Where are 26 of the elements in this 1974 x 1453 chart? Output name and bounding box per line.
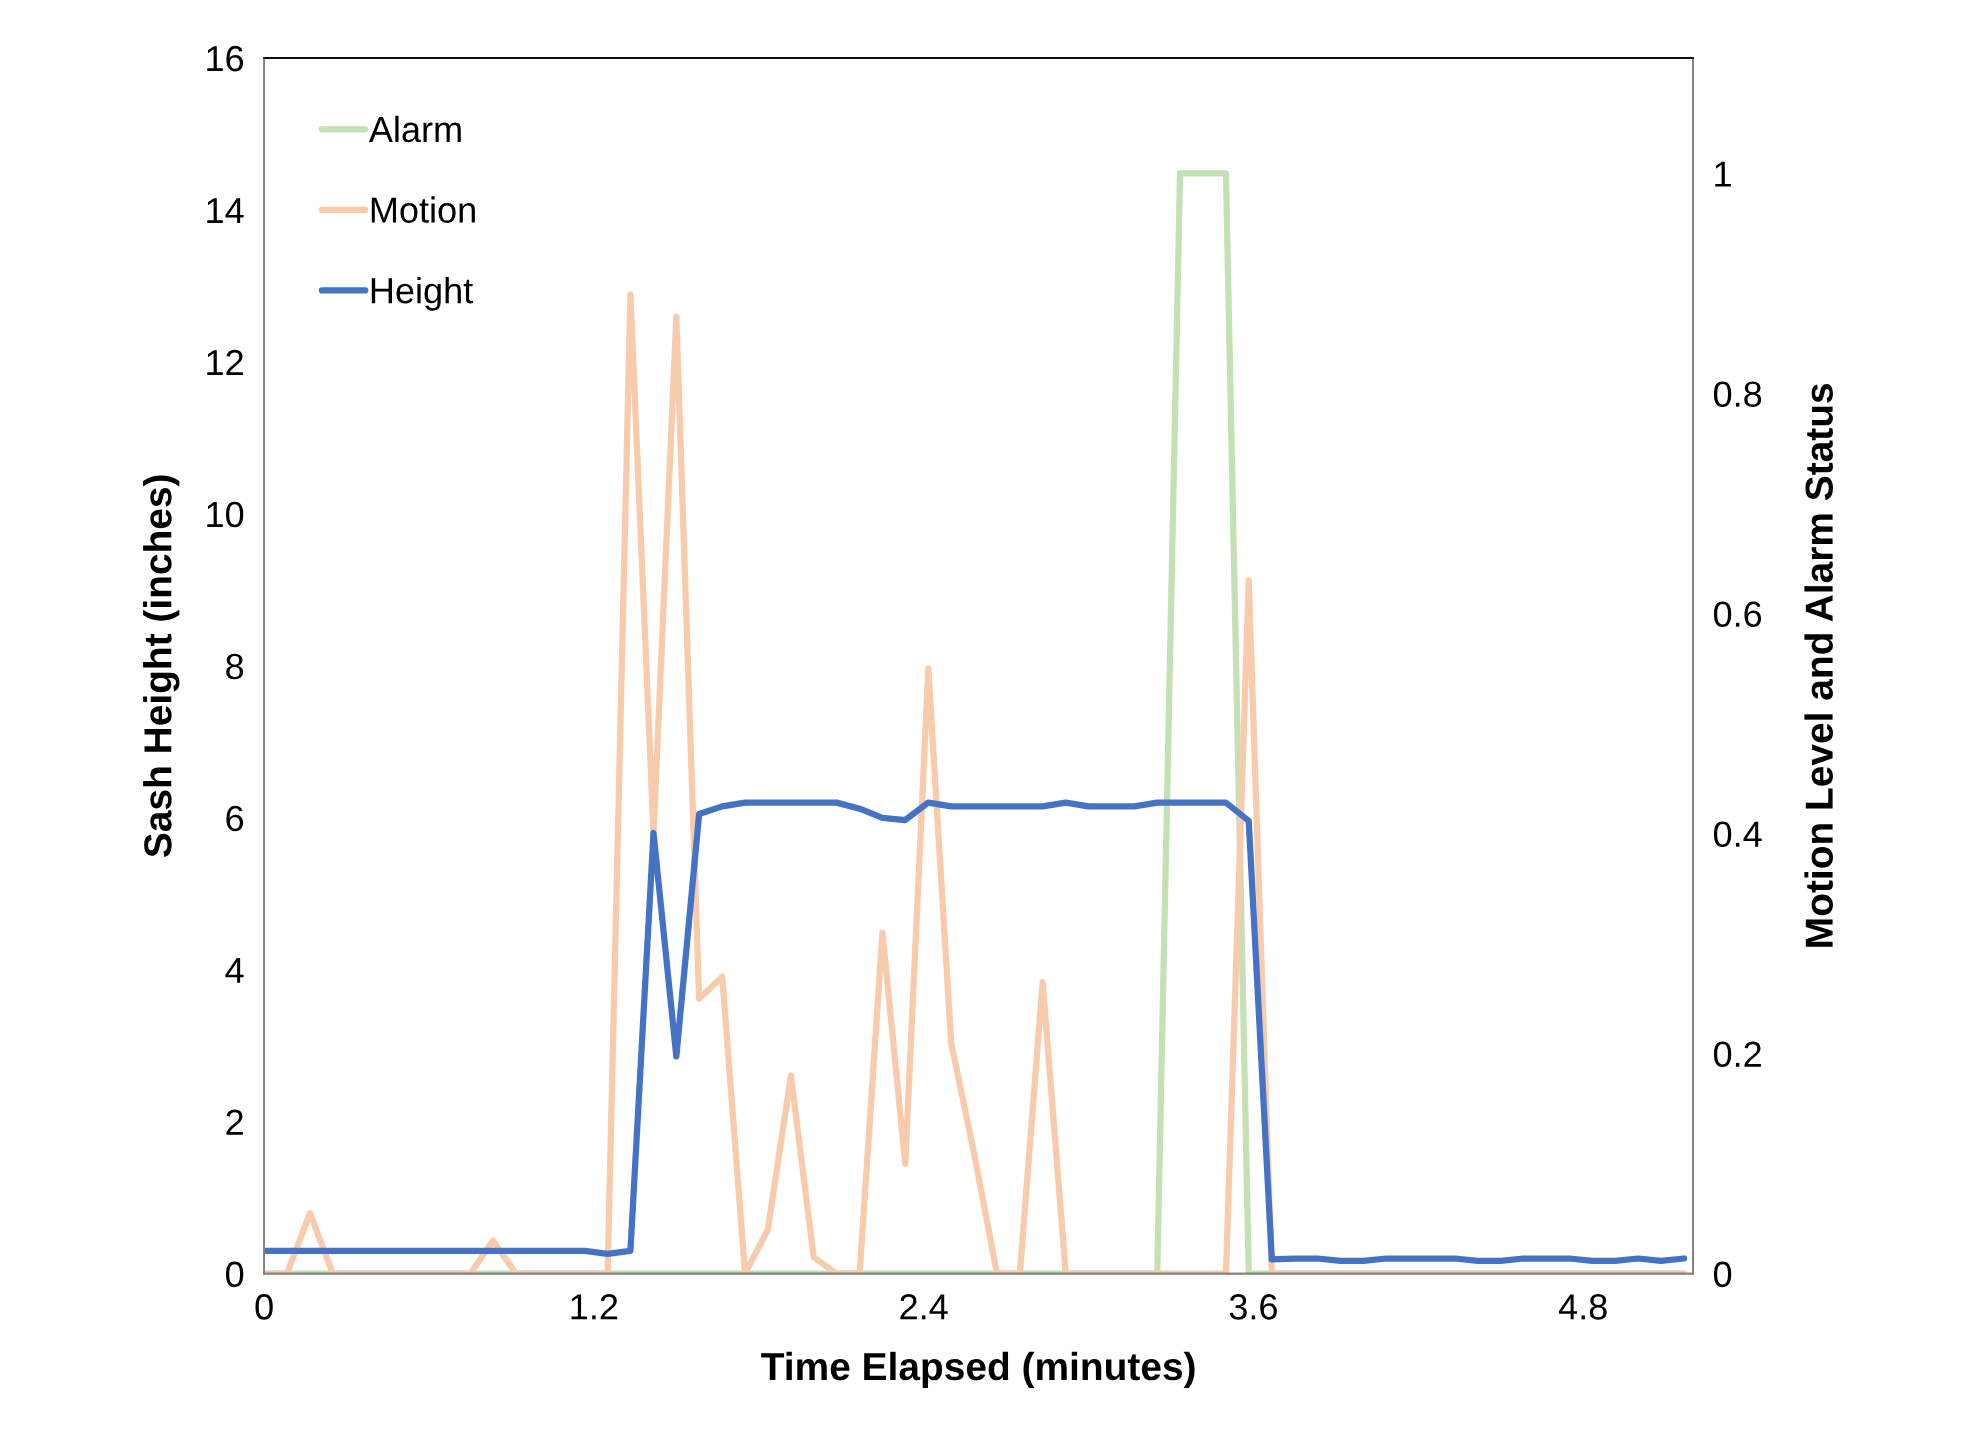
x-tick-label: 1.2 (571, 1294, 618, 1320)
y-tick-label: 10 (207, 501, 244, 528)
x-axis-title: Time Elapsed (minutes) (761, 1351, 1195, 1389)
x-tick-label: 3.6 (1229, 1294, 1277, 1320)
x-tick-label: 0 (255, 1294, 273, 1320)
y-tick-label: 16 (207, 45, 244, 72)
y-tick-label: 14 (207, 198, 244, 224)
y2-tick-label: 0.4 (1713, 821, 1762, 848)
y2-axis-title: Motion Level and Alarm Status (1804, 384, 1833, 947)
y2-tick-label: 0.2 (1713, 1041, 1761, 1068)
y2-tick-label: 0.8 (1713, 381, 1762, 407)
y2-tick-label: 1 (1715, 161, 1731, 187)
legend-label: Motion (371, 196, 475, 223)
y2-tick-label: 0 (1713, 1261, 1732, 1288)
y-tick-label: 4 (225, 958, 244, 983)
legend-label: Alarm (368, 115, 461, 143)
y-tick-label: 0 (226, 1261, 244, 1288)
y-axis-title: Sash Height (inches) (143, 475, 180, 858)
legend-label: Height (371, 276, 473, 311)
y-tick-label: 8 (226, 653, 244, 680)
y-tick-label: 2 (226, 1109, 243, 1135)
x-tick-label: 4.8 (1558, 1294, 1607, 1320)
y-tick-label: 12 (207, 349, 243, 375)
y2-tick-label: 0.6 (1713, 601, 1762, 628)
x-tick-label: 2.4 (900, 1294, 948, 1320)
y-tick-label: 6 (226, 805, 244, 832)
